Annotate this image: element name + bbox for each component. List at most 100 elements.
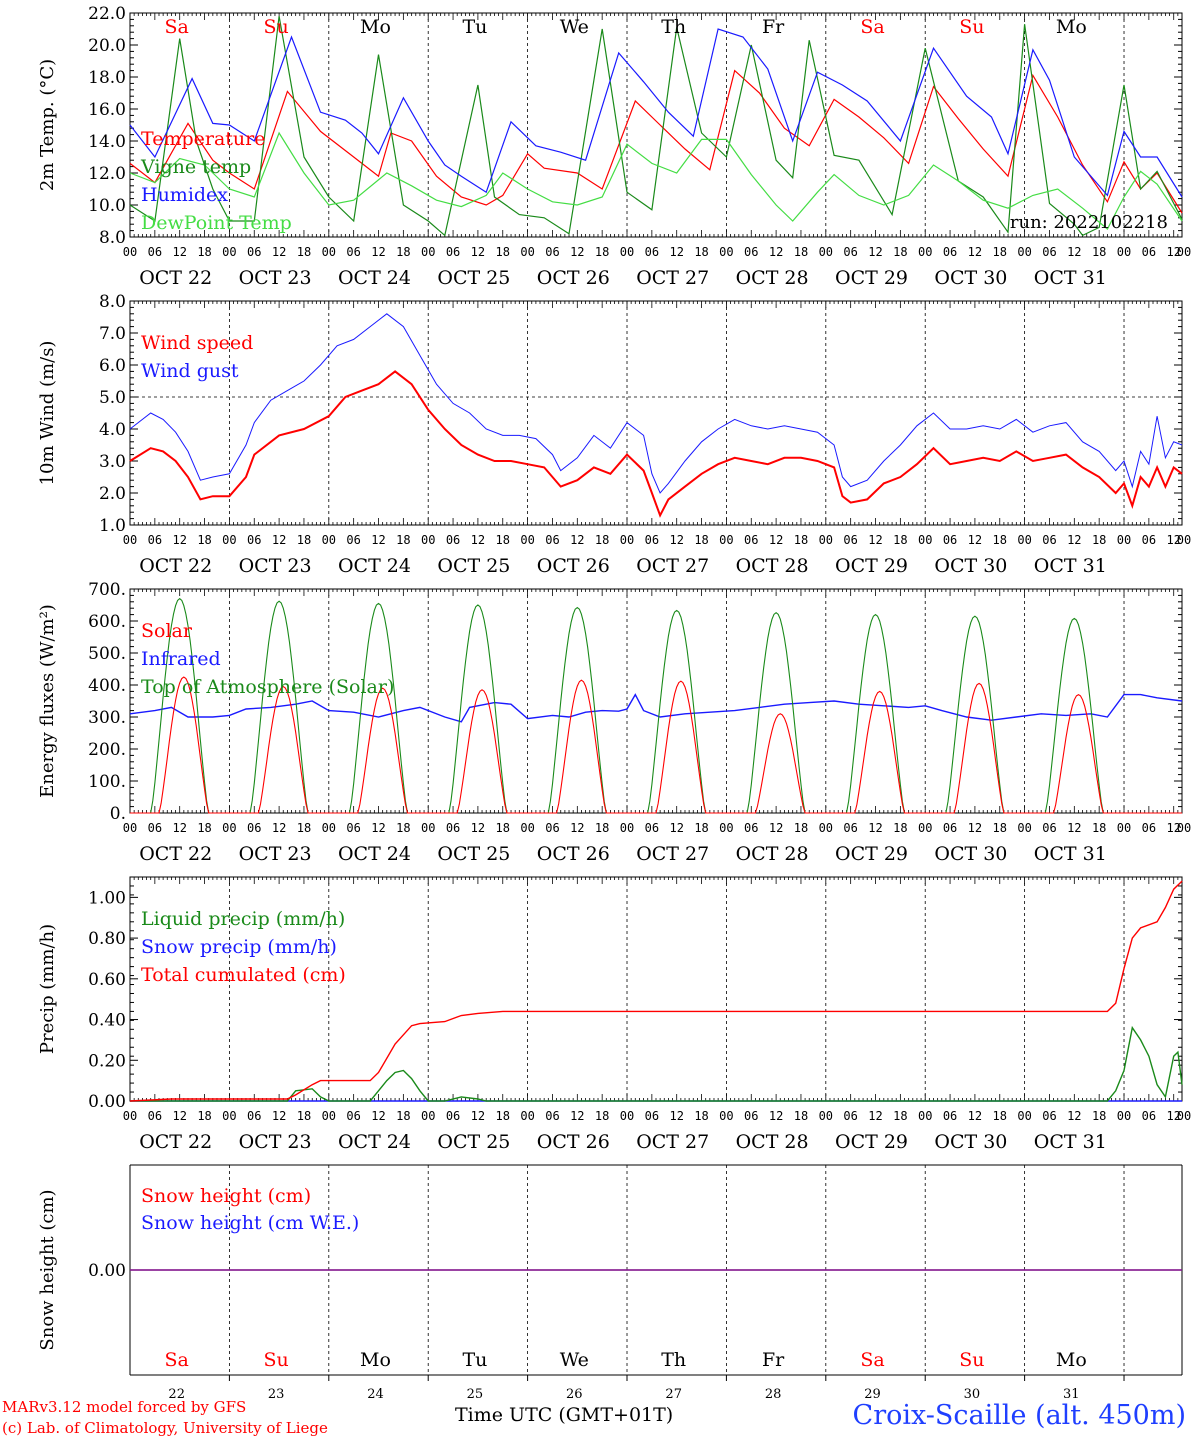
y-tick-label: 8.0 <box>99 228 126 248</box>
y-tick-label: 22.0 <box>88 4 126 24</box>
y-axis-label: Snow height (cm) <box>37 1189 58 1350</box>
legend-entry: Snow height (cm W.E.) <box>141 1212 359 1234</box>
hour-tick-label: 12 <box>769 245 783 259</box>
legend-entry: Humidex <box>141 184 228 206</box>
hour-tick-label: 00 <box>1017 1109 1031 1123</box>
y-tick-label: 0.00 <box>88 1261 126 1281</box>
hour-tick-label: 18 <box>297 821 311 835</box>
y-tick-label: 3.0 <box>99 452 126 472</box>
legend-entry: Vigne temp <box>140 156 251 178</box>
hour-tick-label: 18 <box>794 533 808 547</box>
hour-tick-label: 18 <box>794 245 808 259</box>
hour-tick-label: 12 <box>371 533 385 547</box>
hour-tick-label: 12 <box>1166 1109 1180 1123</box>
hour-tick-label: 18 <box>197 533 211 547</box>
series-line-liquid-precip <box>130 1025 1183 1102</box>
day-number-label: 24 <box>367 1387 384 1402</box>
date-label: OCT 29 <box>835 267 908 289</box>
hour-tick-label: 18 <box>595 245 609 259</box>
weekday-label: We <box>560 16 589 38</box>
hour-tick-label: 06 <box>645 821 659 835</box>
hour-tick-label: 00 <box>918 821 932 835</box>
hour-tick-label: 06 <box>545 1109 559 1123</box>
hour-tick-label: 00 <box>1017 533 1031 547</box>
y-tick-label: 2.0 <box>99 484 126 504</box>
date-label: OCT 25 <box>437 843 510 865</box>
hour-tick-label: 00 <box>719 533 733 547</box>
date-label: OCT 27 <box>636 267 709 289</box>
panel-frame <box>129 588 1183 814</box>
hour-tick-label: 06 <box>247 1109 261 1123</box>
hour-tick-label: 06 <box>1142 1109 1156 1123</box>
hour-tick-label: 00 <box>620 1109 634 1123</box>
date-label: OCT 23 <box>239 1131 312 1153</box>
weekday-label: Su <box>959 16 984 38</box>
weekday-label: Su <box>959 1349 984 1371</box>
hour-tick-label: 18 <box>396 533 410 547</box>
hour-tick-label: 12 <box>272 821 286 835</box>
snow-panel: 0.00 Snow height (cm) Snow height (cm) Snow… <box>37 1164 1183 1402</box>
date-label: OCT 22 <box>139 1131 212 1153</box>
hour-tick-label: 12 <box>669 533 683 547</box>
hour-tick-label: 06 <box>943 821 957 835</box>
hour-tick-label: 00 <box>1177 245 1191 259</box>
hour-tick-label: 12 <box>1067 1109 1081 1123</box>
y-tick-label: 8.0 <box>99 292 126 312</box>
hour-tick-label: 00 <box>123 245 137 259</box>
hour-tick-label: 12 <box>868 533 882 547</box>
series-line-wind-gust <box>129 313 1183 494</box>
date-label: OCT 28 <box>736 555 809 577</box>
station-title: Croix-Scaille (alt. 450m) <box>852 1400 1186 1431</box>
hour-tick-label: 00 <box>322 533 336 547</box>
hour-tick-label: 12 <box>968 533 982 547</box>
hour-tick-label: 06 <box>943 245 957 259</box>
day-number-label: 28 <box>765 1387 782 1402</box>
date-label: OCT 24 <box>338 1131 411 1153</box>
weekday-label: Sa <box>165 16 189 38</box>
hour-tick-label: 12 <box>570 1109 584 1123</box>
x-axis-title: Time UTC (GMT+01T) <box>455 1404 674 1426</box>
hour-tick-label: 00 <box>322 245 336 259</box>
hour-tick-label: 06 <box>1142 821 1156 835</box>
hour-tick-label: 12 <box>968 245 982 259</box>
hour-tick-label: 18 <box>396 245 410 259</box>
date-label: OCT 23 <box>239 555 312 577</box>
hour-tick-label: 18 <box>496 1109 510 1123</box>
legend-entry: Infrared <box>141 648 221 670</box>
hour-tick-label: 00 <box>123 533 137 547</box>
hour-tick-label: 06 <box>943 533 957 547</box>
hour-tick-label: 18 <box>1092 245 1106 259</box>
hour-tick-label: 06 <box>1042 1109 1056 1123</box>
hour-tick-label: 12 <box>968 821 982 835</box>
series-line-vigne-temp <box>129 16 1183 237</box>
date-label: OCT 22 <box>139 843 212 865</box>
date-label: OCT 27 <box>636 843 709 865</box>
run-annotation: run: 2022102218 <box>1010 212 1168 233</box>
hour-tick-label: 12 <box>769 533 783 547</box>
date-label: OCT 27 <box>636 1131 709 1153</box>
hour-tick-label: 12 <box>570 245 584 259</box>
hour-tick-label: 18 <box>1092 821 1106 835</box>
hour-tick-label: 06 <box>1042 245 1056 259</box>
hour-tick-label: 18 <box>1092 533 1106 547</box>
hour-tick-label: 12 <box>272 245 286 259</box>
legend-entry: Wind speed <box>141 332 253 354</box>
hour-tick-label: 00 <box>1017 245 1031 259</box>
hour-tick-label: 00 <box>620 821 634 835</box>
date-label: OCT 31 <box>1034 267 1107 289</box>
legend-entry: Snow height (cm) <box>141 1185 311 1207</box>
y-tick-label: 100. <box>88 772 126 792</box>
series-line-infrared <box>129 693 1183 723</box>
hour-tick-label: 06 <box>148 1109 162 1123</box>
legend-entry: Temperature <box>141 128 265 150</box>
y-tick-label: 300. <box>88 708 126 728</box>
hour-tick-label: 12 <box>172 245 186 259</box>
hour-tick-label: 00 <box>421 533 435 547</box>
hour-tick-label: 12 <box>471 1109 485 1123</box>
date-label: OCT 24 <box>338 843 411 865</box>
day-number-label: 22 <box>168 1387 185 1402</box>
hour-tick-label: 18 <box>993 245 1007 259</box>
hour-tick-label: 18 <box>595 533 609 547</box>
weekday-label: Tu <box>462 16 487 38</box>
hour-tick-label: 06 <box>1142 245 1156 259</box>
